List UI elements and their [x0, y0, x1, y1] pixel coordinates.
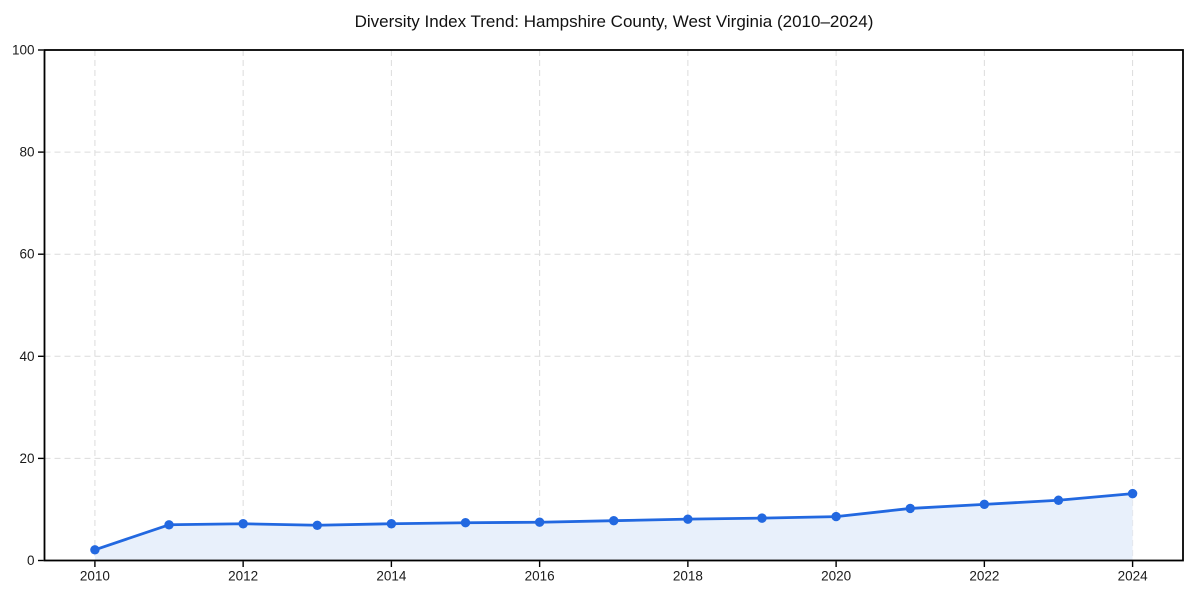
y-tick-label: 80 — [19, 145, 34, 160]
data-point-2024 — [1127, 488, 1138, 499]
data-point-2012 — [238, 519, 248, 529]
y-tick-label: 100 — [12, 43, 35, 58]
data-point-2010 — [90, 545, 100, 555]
y-tick-label: 40 — [19, 349, 34, 364]
x-tick-label: 2014 — [376, 569, 407, 584]
data-point-2016 — [534, 517, 545, 527]
chart-title: Diversity Index Trend: Hampshire County,… — [354, 12, 874, 31]
x-tick-label: 2018 — [673, 569, 703, 584]
data-point-2020 — [831, 511, 841, 522]
data-point-2018 — [683, 514, 693, 524]
data-point-2019 — [757, 513, 767, 523]
x-tick-label: 2010 — [80, 569, 110, 584]
data-point-2013 — [312, 520, 322, 530]
y-tick-label: 20 — [19, 451, 34, 466]
series-area-fill — [94, 493, 1133, 561]
x-tick-label: 2024 — [1118, 569, 1149, 584]
plot-border — [43, 49, 1184, 562]
x-tick-label: 2016 — [525, 569, 555, 584]
data-point-2014 — [386, 519, 397, 529]
data-point-2015 — [460, 518, 471, 528]
data-point-2021 — [905, 503, 915, 514]
data-point-2023 — [1053, 495, 1064, 505]
x-tick-label: 2012 — [228, 569, 258, 584]
y-tick-label: 60 — [19, 247, 34, 262]
data-point-2011 — [164, 520, 174, 530]
data-point-2022 — [979, 499, 990, 510]
x-tick-label: 2022 — [969, 569, 999, 584]
y-tick-label: 0 — [27, 553, 35, 568]
x-tick-label: 2020 — [821, 569, 851, 584]
data-point-2017 — [609, 515, 619, 526]
